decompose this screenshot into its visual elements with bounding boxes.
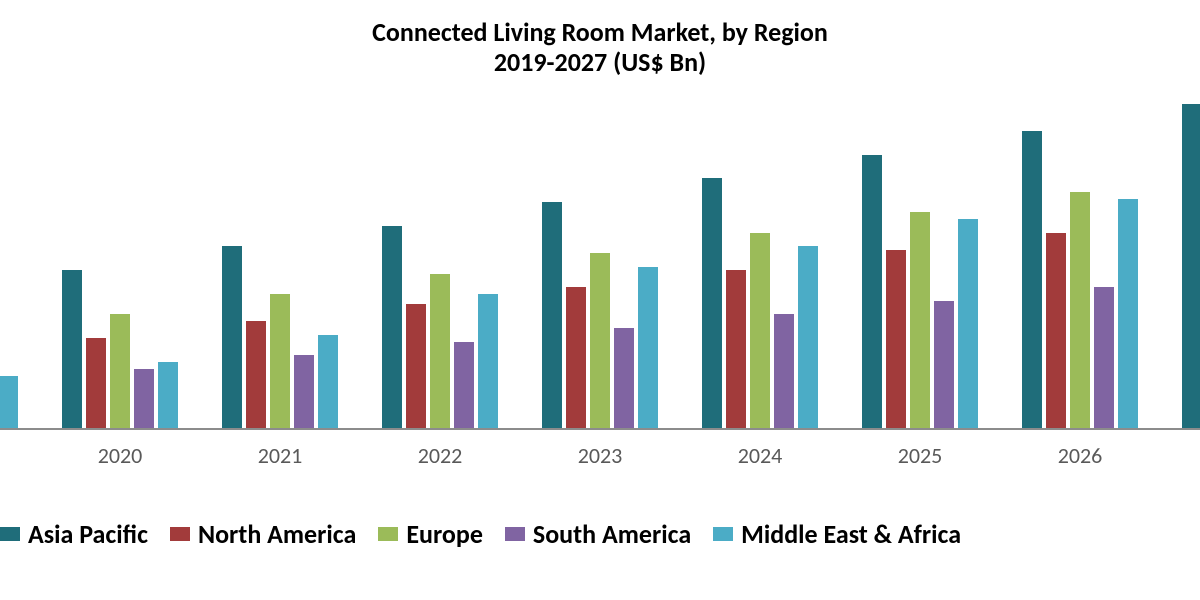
bar-mea <box>958 219 978 430</box>
bar-asia_pacific <box>222 246 242 430</box>
legend-label: Asia Pacific <box>28 518 148 550</box>
bar-europe <box>430 274 450 430</box>
year-group <box>382 90 498 430</box>
bar-groups <box>0 90 1200 430</box>
plot-area <box>0 90 1200 430</box>
bar-mea <box>0 376 18 430</box>
legend-swatch <box>713 527 733 541</box>
x-tick-label: 2025 <box>860 442 980 469</box>
bar-north_america <box>1046 233 1066 430</box>
bar-mea <box>798 246 818 430</box>
year-group <box>1022 90 1138 430</box>
legend-label: Europe <box>406 518 483 550</box>
bar-south_america <box>134 369 154 430</box>
year-group <box>542 90 658 430</box>
bar-north_america <box>886 250 906 430</box>
bar-north_america <box>726 270 746 430</box>
legend-swatch <box>170 527 190 541</box>
year-group <box>62 90 178 430</box>
legend-swatch <box>505 527 525 541</box>
bar-north_america <box>406 304 426 430</box>
bar-europe <box>270 294 290 430</box>
chart-title-line2: 2019-2027 (US$ Bn) <box>494 46 706 78</box>
bar-asia_pacific <box>862 155 882 430</box>
year-group <box>222 90 338 430</box>
bar-asia_pacific <box>382 226 402 430</box>
legend-item-mea: Middle East & Africa <box>713 515 983 550</box>
x-tick-label: 2022 <box>380 442 500 469</box>
bar-asia_pacific <box>702 178 722 430</box>
bar-asia_pacific <box>542 202 562 430</box>
bar-south_america <box>1094 287 1114 430</box>
year-group <box>1182 90 1200 430</box>
legend-item-europe: Europe <box>378 515 505 550</box>
bar-europe <box>910 212 930 430</box>
bar-north_america <box>86 338 106 430</box>
year-group <box>0 90 18 430</box>
bar-south_america <box>454 342 474 430</box>
bar-south_america <box>614 328 634 430</box>
legend: Asia Pacific North America Europe South Ame… <box>0 514 1200 554</box>
bar-mea <box>638 267 658 430</box>
bar-asia_pacific <box>62 270 82 430</box>
bar-south_america <box>774 314 794 430</box>
legend-item-south_america: South America <box>505 515 713 550</box>
bar-mea <box>1118 199 1138 430</box>
bar-europe <box>110 314 130 430</box>
legend-swatch <box>0 527 20 541</box>
legend-label: South America <box>533 518 691 550</box>
bar-europe <box>590 253 610 430</box>
year-group <box>702 90 818 430</box>
x-tick-label: 2026 <box>1020 442 1140 469</box>
bar-mea <box>318 335 338 430</box>
x-axis-line <box>0 428 1200 430</box>
legend-swatch <box>378 527 398 541</box>
bar-south_america <box>294 355 314 430</box>
chart-title: Connected Living Room Market, by Region … <box>0 18 1200 78</box>
bar-mea <box>478 294 498 430</box>
x-tick-label: 2020 <box>60 442 180 469</box>
legend-label: North America <box>198 518 356 550</box>
bar-south_america <box>934 301 954 430</box>
legend-label: Middle East & Africa <box>741 518 961 550</box>
chart-title-line1: Connected Living Room Market, by Region <box>372 16 828 48</box>
bar-mea <box>158 362 178 430</box>
legend-item-north_america: North America <box>170 515 378 550</box>
x-tick-label: 2021 <box>220 442 340 469</box>
x-tick-label: 2024 <box>700 442 820 469</box>
bar-asia_pacific <box>1182 104 1200 430</box>
x-tick-label: 2023 <box>540 442 660 469</box>
year-group <box>862 90 978 430</box>
bar-europe <box>1070 192 1090 430</box>
bar-north_america <box>246 321 266 430</box>
bar-europe <box>750 233 770 430</box>
x-axis-labels: 2020 2021 2022 2023 2024 2025 2026 <box>0 442 1200 482</box>
bar-asia_pacific <box>1022 131 1042 430</box>
bar-north_america <box>566 287 586 430</box>
chart-container: Connected Living Room Market, by Region … <box>0 0 1200 600</box>
legend-item-asia_pacific: Asia Pacific <box>0 515 170 550</box>
